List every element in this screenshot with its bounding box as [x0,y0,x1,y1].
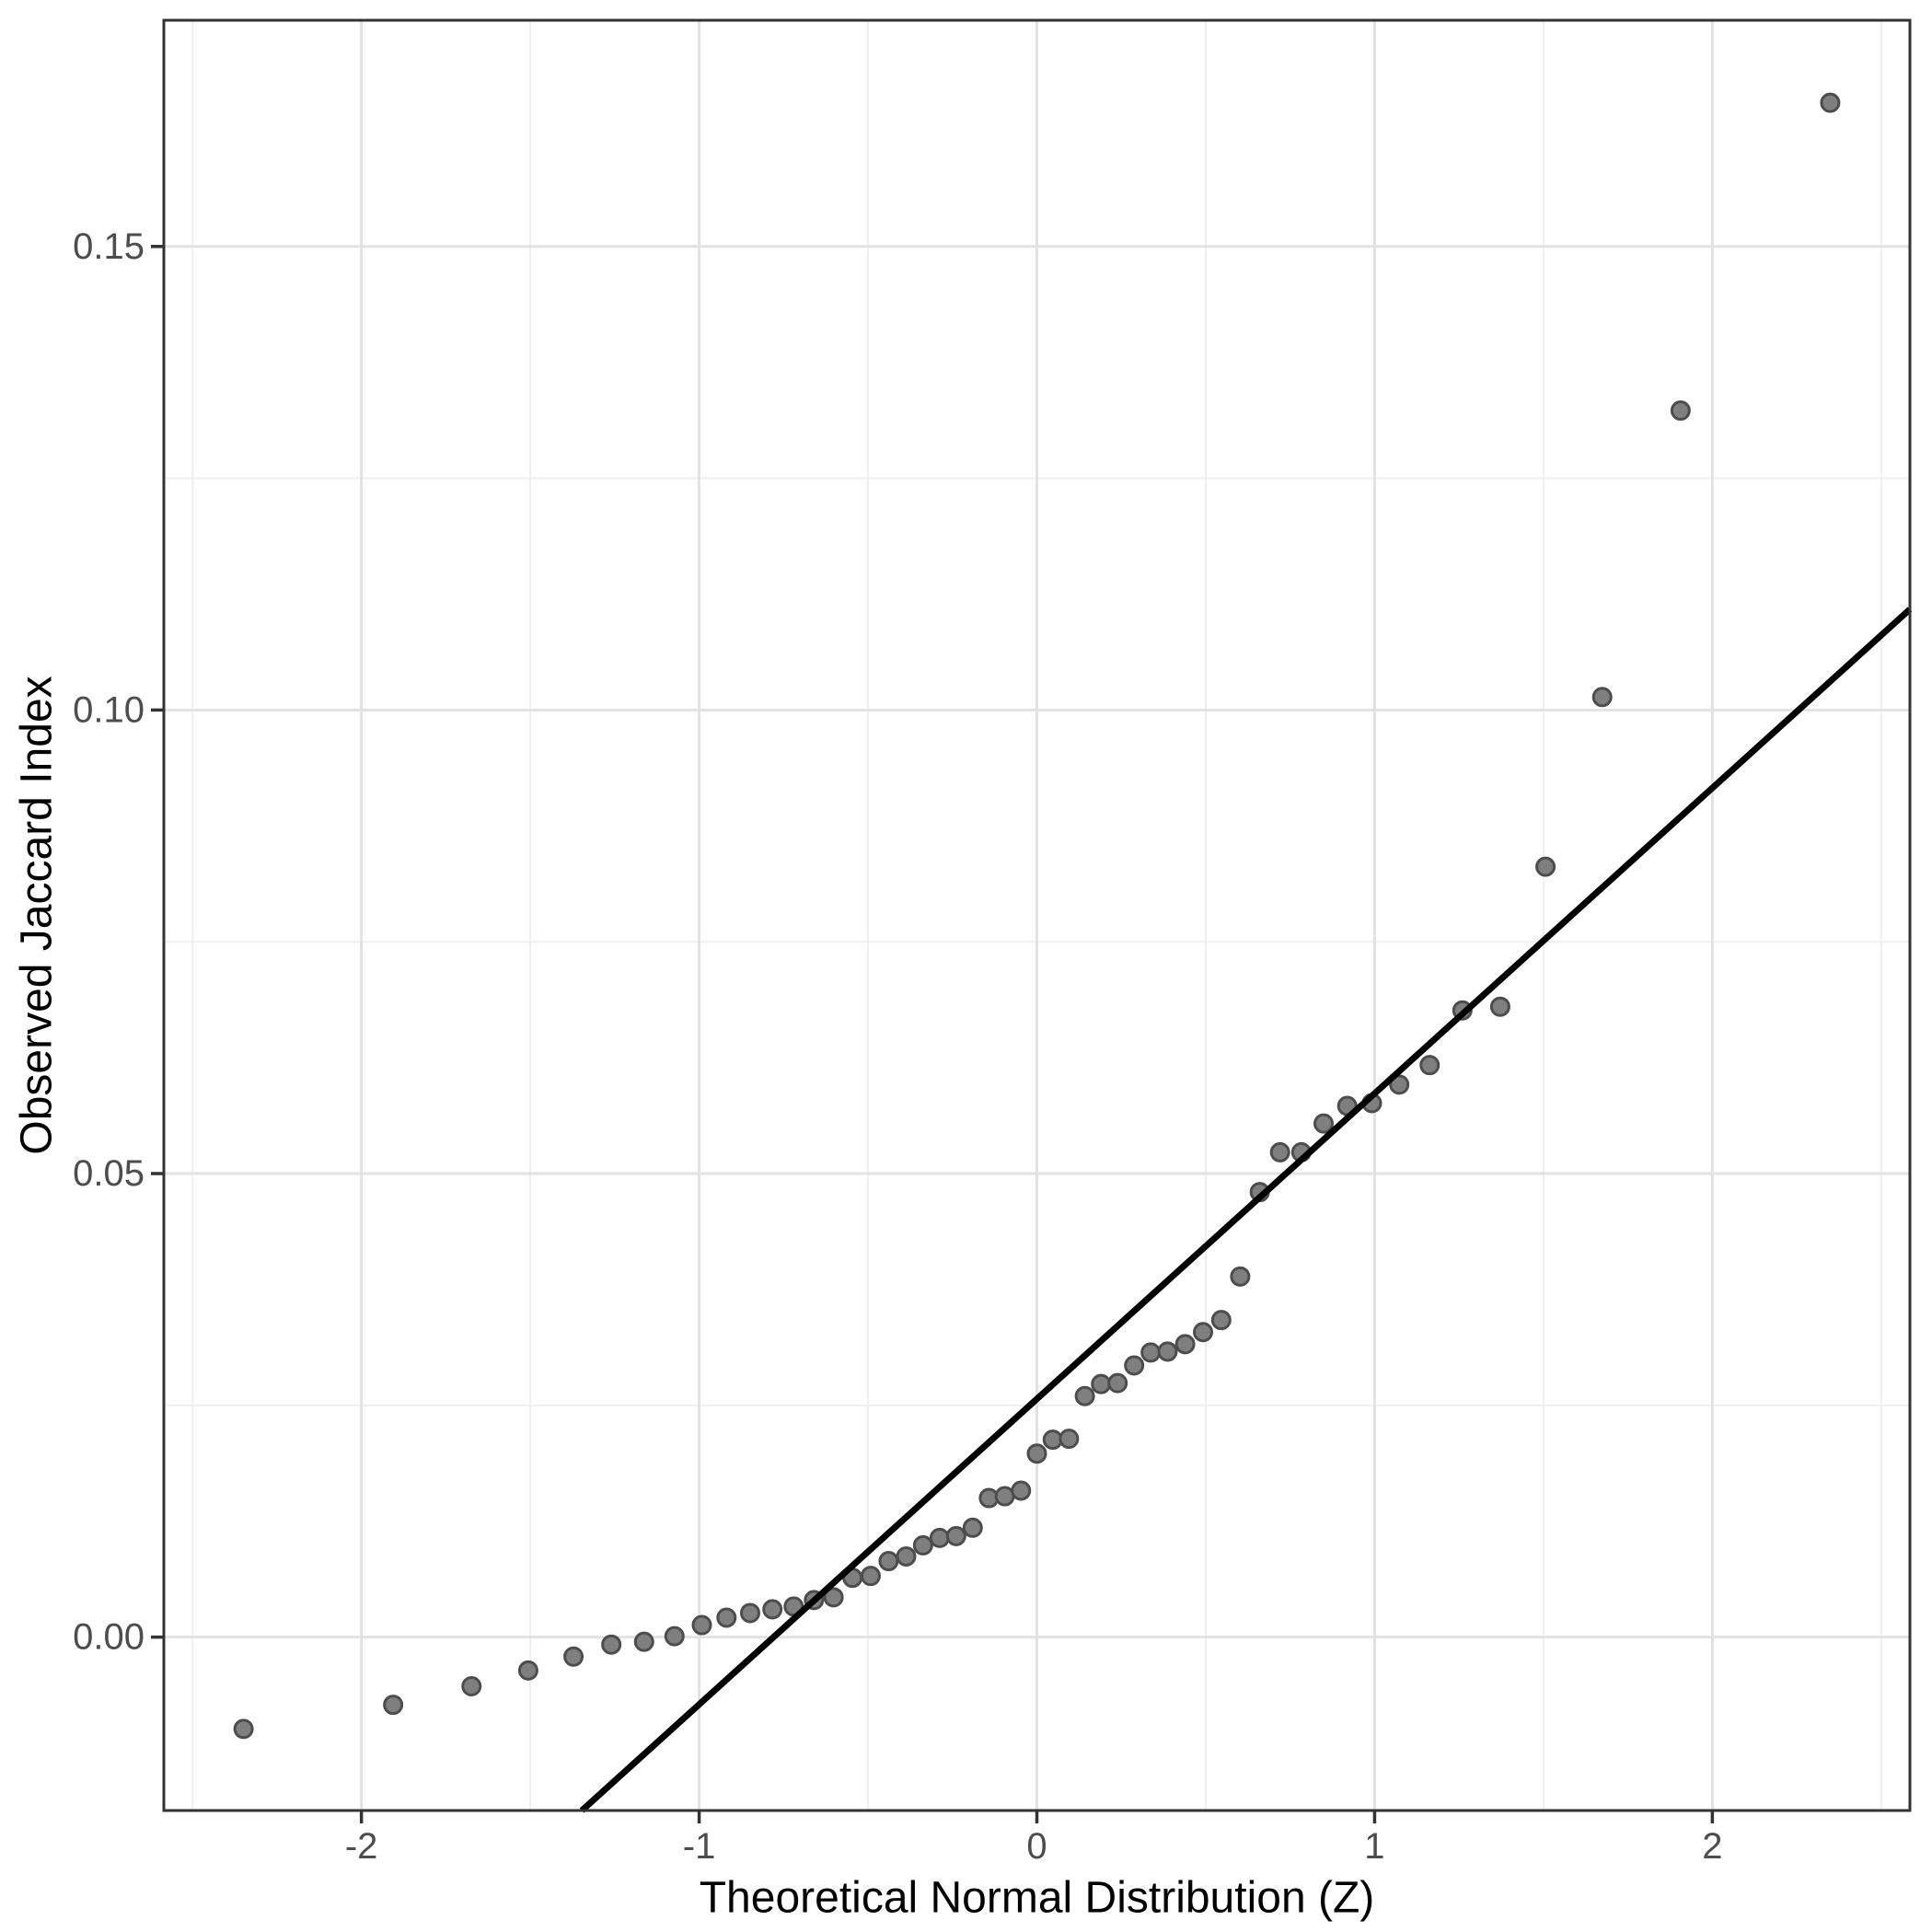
data-point [912,1534,933,1556]
y-tick-label: 0.05 [73,1153,145,1194]
x-tick-label: 2 [1702,1826,1722,1867]
data-point [1193,1322,1214,1343]
data-point [896,1546,917,1568]
data-point [691,1614,712,1636]
data-point [962,1517,983,1538]
x-tick-label: -1 [683,1826,716,1867]
data-point [517,1660,538,1681]
x-tick-label: 1 [1364,1826,1384,1867]
data-point [633,1631,654,1652]
data-point [563,1646,584,1667]
data-point [1210,1310,1232,1331]
data-point [1313,1113,1335,1134]
y-axis-title: Observed Jaccard Index [13,676,62,1154]
data-point [1157,1341,1178,1362]
data-point [233,1718,254,1740]
data-point [383,1695,404,1716]
data-point [664,1625,685,1647]
data-point [860,1566,881,1587]
data-point [945,1525,966,1546]
axis-ticks [151,245,1715,1823]
data-point [929,1527,950,1548]
data-point [878,1551,899,1572]
data-point [1591,687,1613,708]
data-point [1230,1266,1251,1287]
major-gridlines [164,20,1910,1811]
data-point [739,1602,760,1624]
data-point [1107,1372,1128,1394]
data-point [1269,1141,1290,1163]
data-point [1820,92,1841,113]
x-tick-label: 0 [1026,1826,1047,1867]
data-point [601,1634,622,1655]
data-point [1011,1480,1032,1501]
data-point [1091,1373,1112,1394]
y-tick-label: 0.15 [73,226,145,267]
data-point [1489,996,1510,1017]
data-point [1419,1055,1440,1076]
y-tick-label: 0.00 [73,1617,145,1658]
data-point [1670,400,1691,422]
data-point [823,1587,844,1608]
data-point [716,1607,737,1628]
reference-line [579,607,1913,1813]
data-point [1389,1074,1410,1095]
x-axis-title: Theoretical Normal Distribution (Z) [700,1874,1375,1923]
y-tick-label: 0.10 [73,689,145,730]
data-point [1042,1429,1063,1451]
data-point [1059,1429,1080,1450]
data-point [1535,856,1556,877]
data-point [1140,1342,1162,1363]
data-point [1026,1443,1047,1464]
data-point [1174,1334,1196,1355]
data-point [1074,1385,1095,1406]
axis-tick-labels: -2 -1 0 1 2 0.00 0.05 0.10 0.15 [73,226,1722,1867]
x-tick-label: -2 [345,1826,378,1867]
data-point [461,1676,482,1697]
data-point [1124,1355,1145,1376]
data-point [762,1599,783,1620]
